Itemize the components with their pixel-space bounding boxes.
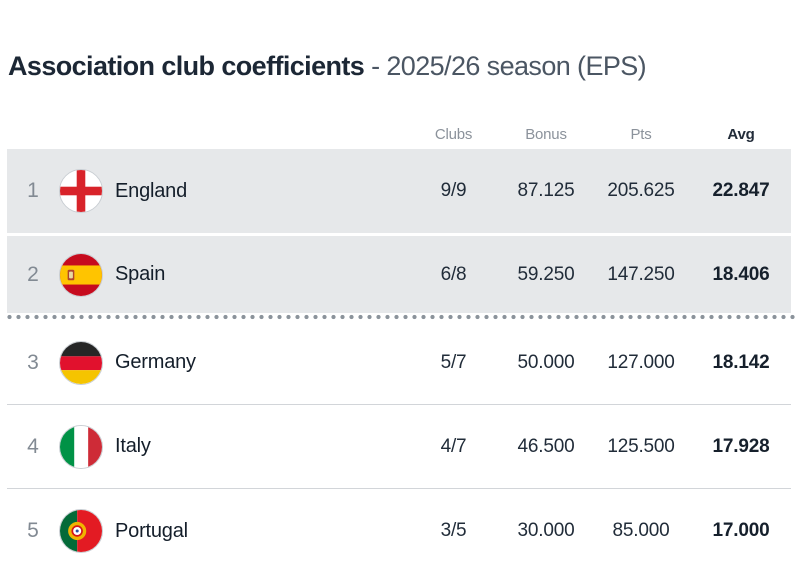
england-flag-icon — [59, 169, 103, 213]
bonus-value: 46.500 — [517, 435, 575, 457]
table-row-england[interactable]: 1 England 9/9 87.125 205.625 22.847 — [7, 149, 791, 233]
clubs-value: 6/8 — [440, 263, 467, 285]
page-title-season: - 2025/26 season (EPS) — [364, 51, 647, 82]
pts-value: 147.250 — [607, 263, 675, 285]
bonus-value: 59.250 — [517, 263, 575, 285]
table-row-spain[interactable]: 2 Spain 6/8 59.250 147.250 18.406 — [7, 236, 791, 313]
column-header-bonus: Bonus — [525, 126, 567, 143]
country-name: Italy — [115, 435, 151, 457]
avg-value: 18.406 — [712, 263, 770, 285]
clubs-value: 5/7 — [440, 351, 467, 373]
country-name: Portugal — [115, 519, 188, 542]
qualification-cutoff-separator — [5, 313, 797, 321]
coefficients-page: Association club coefficients - 2025/26 … — [5, 51, 797, 553]
pts-value: 127.000 — [607, 351, 675, 373]
table-row-germany[interactable]: 3 Germany 5/7 50.000 127.000 18.142 — [7, 321, 791, 405]
pts-value: 85.000 — [612, 520, 670, 541]
rank-value: 4 — [27, 434, 39, 458]
spain-flag-icon — [59, 252, 103, 297]
rank-value: 5 — [27, 519, 39, 542]
pts-value: 125.500 — [607, 435, 675, 457]
avg-value: 17.000 — [712, 520, 770, 541]
pts-value: 205.625 — [607, 180, 675, 201]
rank-value: 1 — [27, 179, 39, 202]
column-header-clubs: Clubs — [434, 126, 473, 143]
bonus-value: 87.125 — [517, 180, 575, 201]
country-name: England — [115, 179, 187, 202]
germany-flag-icon — [59, 340, 103, 385]
clubs-value: 4/7 — [440, 435, 467, 457]
page-title: Association club coefficients - 2025/26 … — [8, 51, 647, 82]
bonus-value: 30.000 — [517, 520, 575, 541]
clubs-value: 9/9 — [440, 180, 467, 201]
table-header-row: Clubs Bonus Pts Avg — [7, 107, 791, 149]
table-row-italy[interactable]: 4 Italy 4/7 46.500 125.500 17.928 — [7, 405, 791, 489]
coefficients-table: Clubs Bonus Pts Avg 1 England 9/9 87.125… — [5, 107, 797, 573]
avg-value: 18.142 — [712, 351, 770, 373]
rank-value: 3 — [27, 350, 39, 374]
rank-value: 2 — [27, 262, 39, 286]
bonus-value: 50.000 — [517, 351, 575, 373]
portugal-flag-icon — [59, 509, 103, 553]
country-name: Spain — [115, 263, 166, 285]
italy-flag-icon — [59, 424, 103, 469]
clubs-value: 3/5 — [440, 520, 467, 541]
page-title-main: Association club coefficients — [8, 51, 365, 82]
column-header-avg: Avg — [727, 126, 755, 143]
table-row-portugal[interactable]: 5 Portugal 3/5 30.000 85.000 17.000 — [7, 489, 791, 573]
avg-value: 22.847 — [712, 180, 770, 201]
column-header-pts: Pts — [630, 126, 652, 143]
avg-value: 17.928 — [712, 435, 770, 457]
country-name: Germany — [115, 351, 196, 373]
